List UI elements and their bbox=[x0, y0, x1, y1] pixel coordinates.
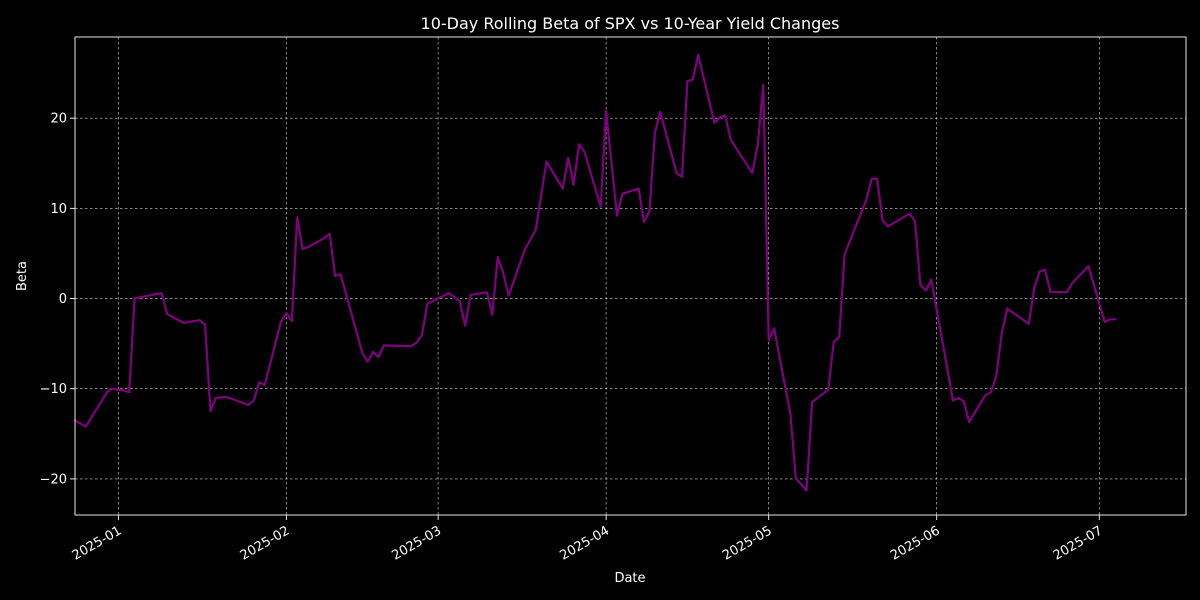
plot-frame bbox=[74, 36, 1187, 516]
y-tick-label: 10 bbox=[50, 202, 67, 217]
y-axis: −20 −10 0 10 20 bbox=[40, 112, 75, 487]
y-tick-label: −20 bbox=[40, 472, 67, 487]
beta-series-line bbox=[73, 53, 1117, 492]
line-layer bbox=[73, 53, 1117, 492]
x-axis-label: Date bbox=[614, 571, 645, 586]
chart-title: 10-Day Rolling Beta of SPX vs 10-Year Yi… bbox=[421, 14, 840, 33]
y-axis-label: Beta bbox=[15, 261, 30, 291]
y-tick-label: 20 bbox=[50, 112, 67, 127]
y-tick-label: −10 bbox=[40, 382, 67, 397]
y-tick-label: 0 bbox=[59, 292, 67, 307]
grid-layer bbox=[75, 37, 1186, 515]
